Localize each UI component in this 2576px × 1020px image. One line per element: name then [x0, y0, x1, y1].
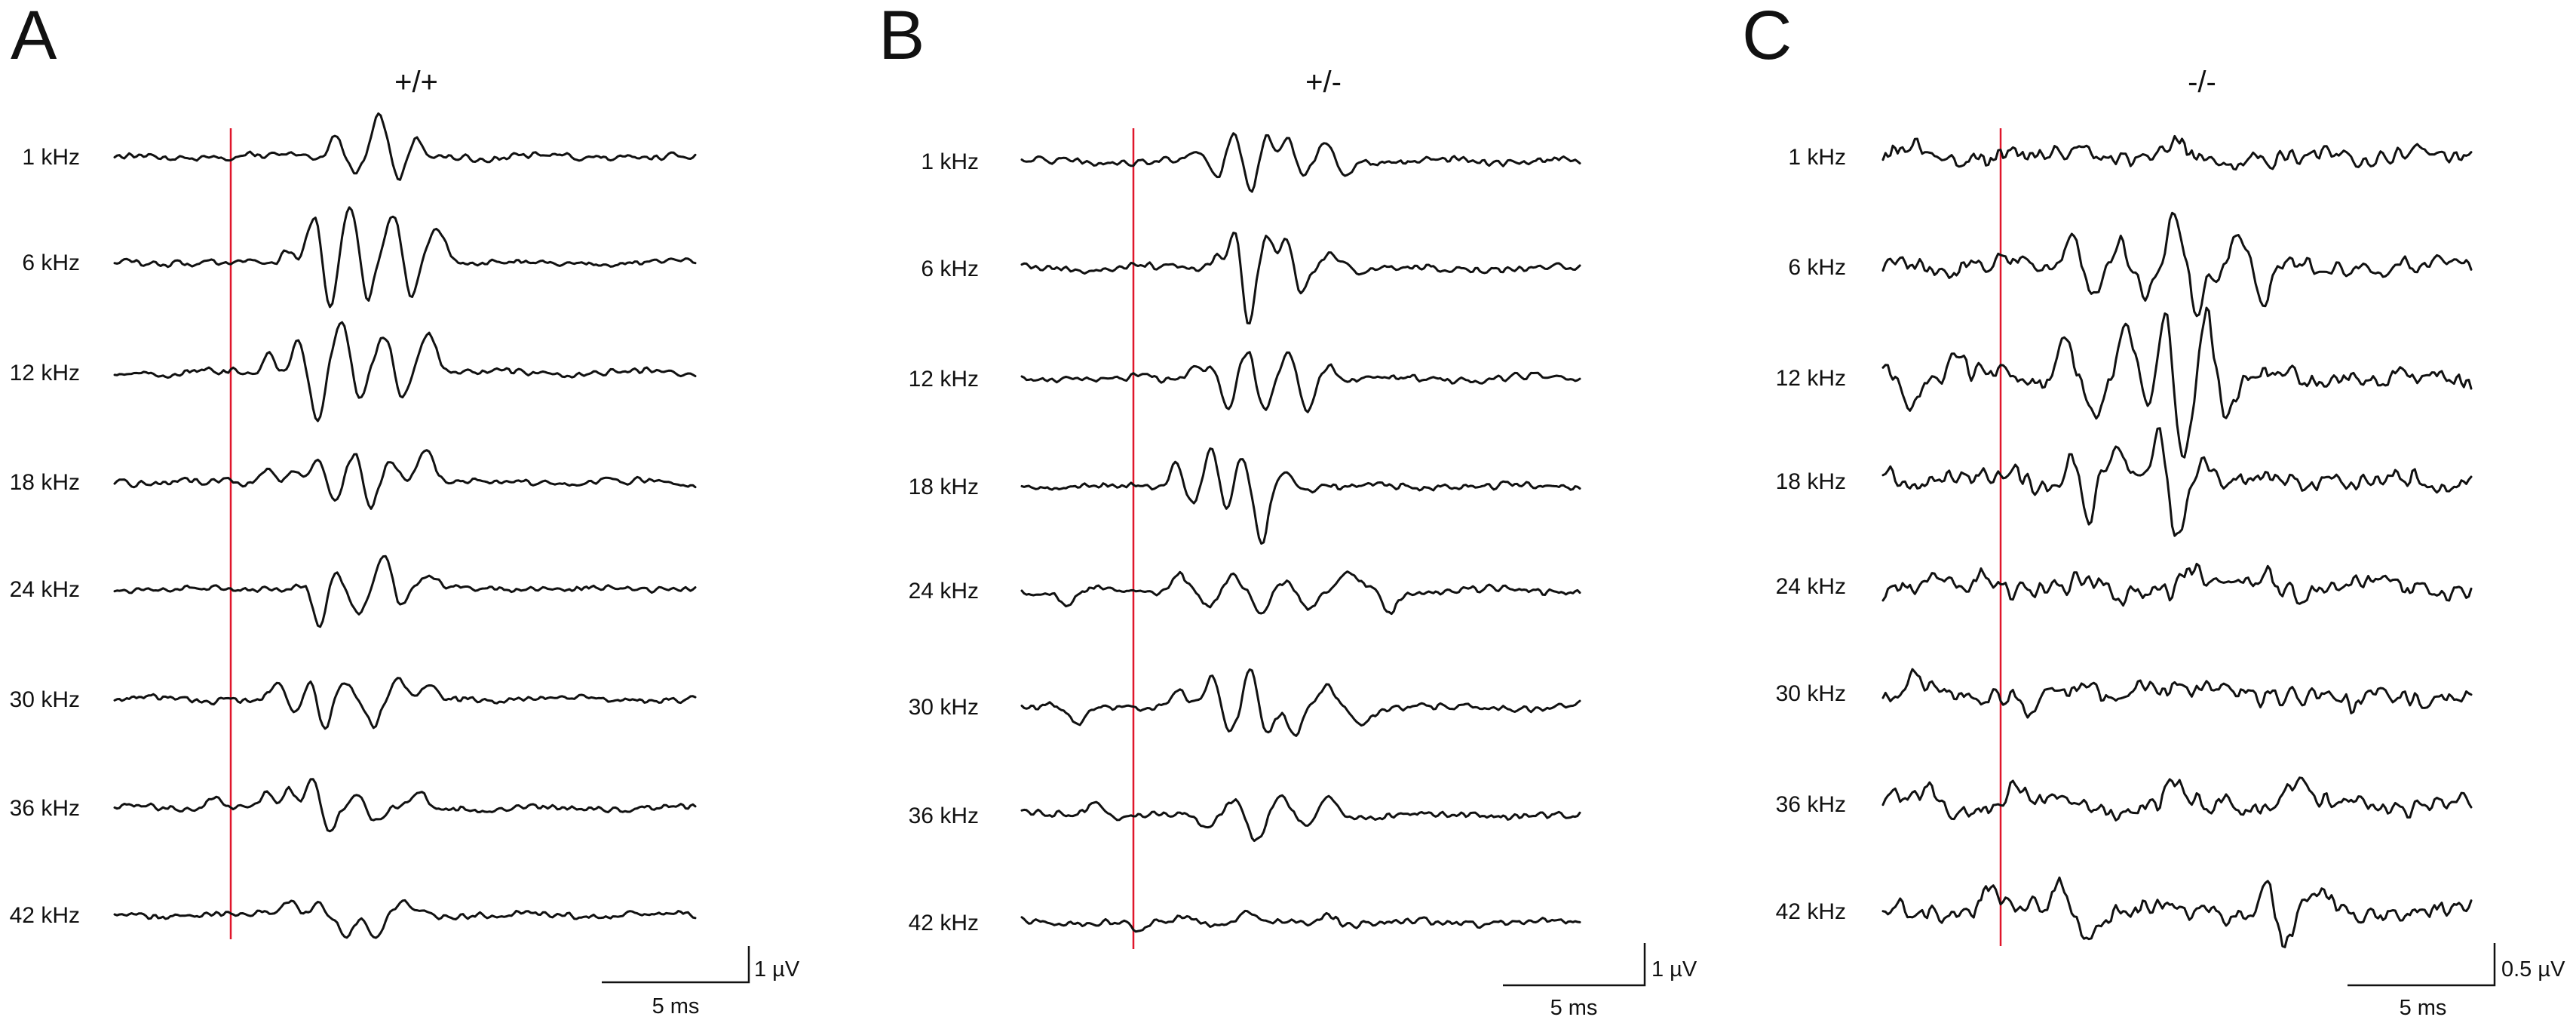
frequency-label-b-36khz: 36 kHz	[909, 803, 979, 828]
trace-c-1khz	[1881, 134, 2473, 171]
scale-bar-a	[602, 946, 750, 984]
trace-c-18khz	[1881, 427, 2473, 537]
frequency-label-b-42khz: 42 kHz	[909, 911, 979, 936]
amp-scale-label-a: 1 µV	[754, 957, 800, 982]
panel-c: C -/- 1 kHz 6 kHz 12 kHz 18 kHz 24 kHz 30 kHz…	[1742, 0, 2565, 1020]
frequency-labels-c: 1 kHz 6 kHz 12 kHz 18 kHz 24 kHz 30 kHz 36 kHz…	[1776, 145, 1846, 924]
scale-bar-b	[1503, 943, 1646, 987]
traces-a	[113, 112, 697, 939]
frequency-labels-a: 1 kHz 6 kHz 12 kHz 18 kHz 24 kHz 30 kHz 36 kHz…	[10, 145, 80, 928]
trace-c-42khz	[1881, 876, 2473, 948]
trace-a-24khz	[113, 555, 697, 628]
trace-a-12khz	[113, 321, 697, 422]
trace-b-12khz	[1020, 351, 1581, 413]
trace-c-24khz	[1881, 562, 2473, 607]
frequency-label-b-30khz: 30 kHz	[909, 695, 979, 720]
frequency-label-b-18khz: 18 kHz	[909, 475, 979, 499]
panel-letter-b: B	[879, 0, 925, 74]
trace-b-6khz	[1020, 232, 1581, 325]
panel-a: A +/+ 1 kHz 6 kHz 12 kHz 18 kHz 24 kHz 30 kHz…	[10, 0, 800, 1018]
frequency-label-a-12khz: 12 kHz	[10, 361, 80, 386]
trace-c-12khz	[1881, 306, 2473, 459]
trace-a-36khz	[113, 778, 697, 833]
trace-b-18khz	[1020, 447, 1581, 545]
trace-b-24khz	[1020, 570, 1581, 616]
frequency-label-c-6khz: 6 kHz	[1788, 255, 1846, 280]
frequency-label-c-30khz: 30 kHz	[1776, 681, 1846, 706]
traces-b	[1020, 132, 1581, 933]
frequency-label-c-18khz: 18 kHz	[1776, 469, 1846, 494]
trace-a-18khz	[113, 449, 697, 510]
trace-b-30khz	[1020, 668, 1581, 737]
time-scale-label-c: 5 ms	[2400, 996, 2447, 1020]
panel-letter-c: C	[1742, 0, 1792, 74]
time-scale-label-b: 5 ms	[1550, 996, 1598, 1020]
frequency-label-c-12khz: 12 kHz	[1776, 366, 1846, 391]
frequency-label-b-6khz: 6 kHz	[921, 257, 979, 281]
panel-b: B +/- 1 kHz 6 kHz 12 kHz 18 kHz 24 kHz 30 kHz…	[879, 0, 1697, 1020]
panel-letter-a: A	[11, 0, 57, 74]
frequency-label-c-24khz: 24 kHz	[1776, 574, 1846, 599]
frequency-label-c-42khz: 42 kHz	[1776, 899, 1846, 924]
trace-a-30khz	[113, 677, 697, 730]
trace-c-36khz	[1881, 776, 2473, 822]
scale-bar-c	[2348, 943, 2496, 987]
frequency-label-c-1khz: 1 kHz	[1788, 145, 1846, 170]
trace-a-42khz	[113, 899, 697, 939]
trace-c-6khz	[1881, 211, 2473, 318]
trace-c-30khz	[1881, 668, 2473, 719]
panel-title-a: +/+	[394, 66, 438, 99]
frequency-label-a-1khz: 1 kHz	[22, 145, 80, 170]
trace-a-1khz	[113, 112, 697, 181]
trace-b-42khz	[1020, 909, 1581, 933]
frequency-label-b-12khz: 12 kHz	[909, 367, 979, 392]
time-scale-label-a: 5 ms	[652, 994, 700, 1018]
frequency-label-a-42khz: 42 kHz	[10, 903, 80, 928]
amp-scale-label-c: 0.5 µV	[2501, 957, 2565, 982]
panel-title-c: -/-	[2188, 66, 2216, 99]
amp-scale-label-b: 1 µV	[1651, 957, 1697, 982]
frequency-label-a-36khz: 36 kHz	[10, 796, 80, 821]
frequency-label-a-6khz: 6 kHz	[22, 250, 80, 275]
frequency-labels-b: 1 kHz 6 kHz 12 kHz 18 kHz 24 kHz 30 kHz 36 kHz…	[909, 149, 979, 936]
frequency-label-b-24khz: 24 kHz	[909, 579, 979, 604]
frequency-label-a-30khz: 30 kHz	[10, 687, 80, 712]
frequency-label-a-24khz: 24 kHz	[10, 577, 80, 602]
traces-c	[1881, 134, 2473, 948]
frequency-label-a-18khz: 18 kHz	[10, 470, 80, 495]
trace-a-6khz	[113, 206, 697, 309]
trace-b-36khz	[1020, 794, 1581, 843]
frequency-label-c-36khz: 36 kHz	[1776, 792, 1846, 817]
panel-title-b: +/-	[1305, 66, 1342, 99]
frequency-label-b-1khz: 1 kHz	[921, 149, 979, 174]
trace-b-1khz	[1020, 132, 1581, 193]
